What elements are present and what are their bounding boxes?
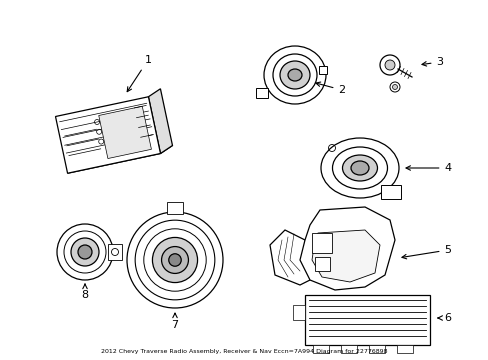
- Ellipse shape: [332, 147, 386, 189]
- Text: 2012 Chevy Traverse Radio Assembly, Receiver & Nav Eccn=7A994 Diagram for 227768: 2012 Chevy Traverse Radio Assembly, Rece…: [101, 350, 386, 355]
- Text: 3: 3: [421, 57, 443, 67]
- FancyBboxPatch shape: [312, 345, 328, 353]
- FancyBboxPatch shape: [396, 345, 412, 353]
- Circle shape: [389, 82, 399, 92]
- Polygon shape: [56, 97, 160, 173]
- Text: 6: 6: [437, 313, 450, 323]
- FancyBboxPatch shape: [108, 244, 122, 260]
- Circle shape: [143, 229, 206, 291]
- FancyBboxPatch shape: [368, 345, 384, 353]
- Circle shape: [384, 60, 394, 70]
- FancyBboxPatch shape: [256, 88, 267, 98]
- Ellipse shape: [280, 61, 309, 89]
- FancyBboxPatch shape: [380, 185, 400, 199]
- Circle shape: [135, 220, 214, 300]
- Polygon shape: [311, 233, 331, 253]
- Circle shape: [127, 212, 223, 308]
- Circle shape: [78, 245, 92, 259]
- Polygon shape: [314, 257, 329, 271]
- Text: 4: 4: [405, 163, 450, 173]
- Circle shape: [168, 254, 181, 266]
- Text: 5: 5: [401, 245, 450, 259]
- Polygon shape: [269, 230, 309, 285]
- Polygon shape: [311, 230, 379, 282]
- Text: 7: 7: [171, 313, 178, 330]
- FancyBboxPatch shape: [292, 305, 305, 320]
- Text: 1: 1: [127, 55, 151, 92]
- Circle shape: [64, 231, 106, 273]
- Ellipse shape: [287, 69, 302, 81]
- Circle shape: [161, 247, 188, 274]
- Circle shape: [71, 238, 99, 266]
- Circle shape: [57, 224, 113, 280]
- Text: 2: 2: [315, 82, 345, 95]
- Polygon shape: [67, 145, 172, 173]
- FancyBboxPatch shape: [167, 202, 183, 214]
- Ellipse shape: [320, 138, 398, 198]
- Circle shape: [152, 238, 197, 283]
- Circle shape: [392, 85, 397, 90]
- Polygon shape: [99, 106, 151, 158]
- Ellipse shape: [272, 54, 316, 96]
- Ellipse shape: [342, 155, 377, 181]
- Ellipse shape: [350, 161, 368, 175]
- Ellipse shape: [264, 46, 325, 104]
- FancyBboxPatch shape: [340, 345, 356, 353]
- FancyBboxPatch shape: [318, 66, 326, 74]
- Polygon shape: [299, 207, 394, 290]
- Text: 8: 8: [81, 284, 88, 300]
- Polygon shape: [148, 89, 172, 153]
- Circle shape: [379, 55, 399, 75]
- FancyBboxPatch shape: [305, 295, 429, 345]
